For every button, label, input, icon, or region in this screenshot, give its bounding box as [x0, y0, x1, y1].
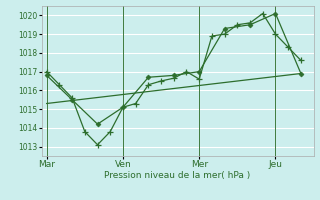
X-axis label: Pression niveau de la mer( hPa ): Pression niveau de la mer( hPa ): [104, 171, 251, 180]
